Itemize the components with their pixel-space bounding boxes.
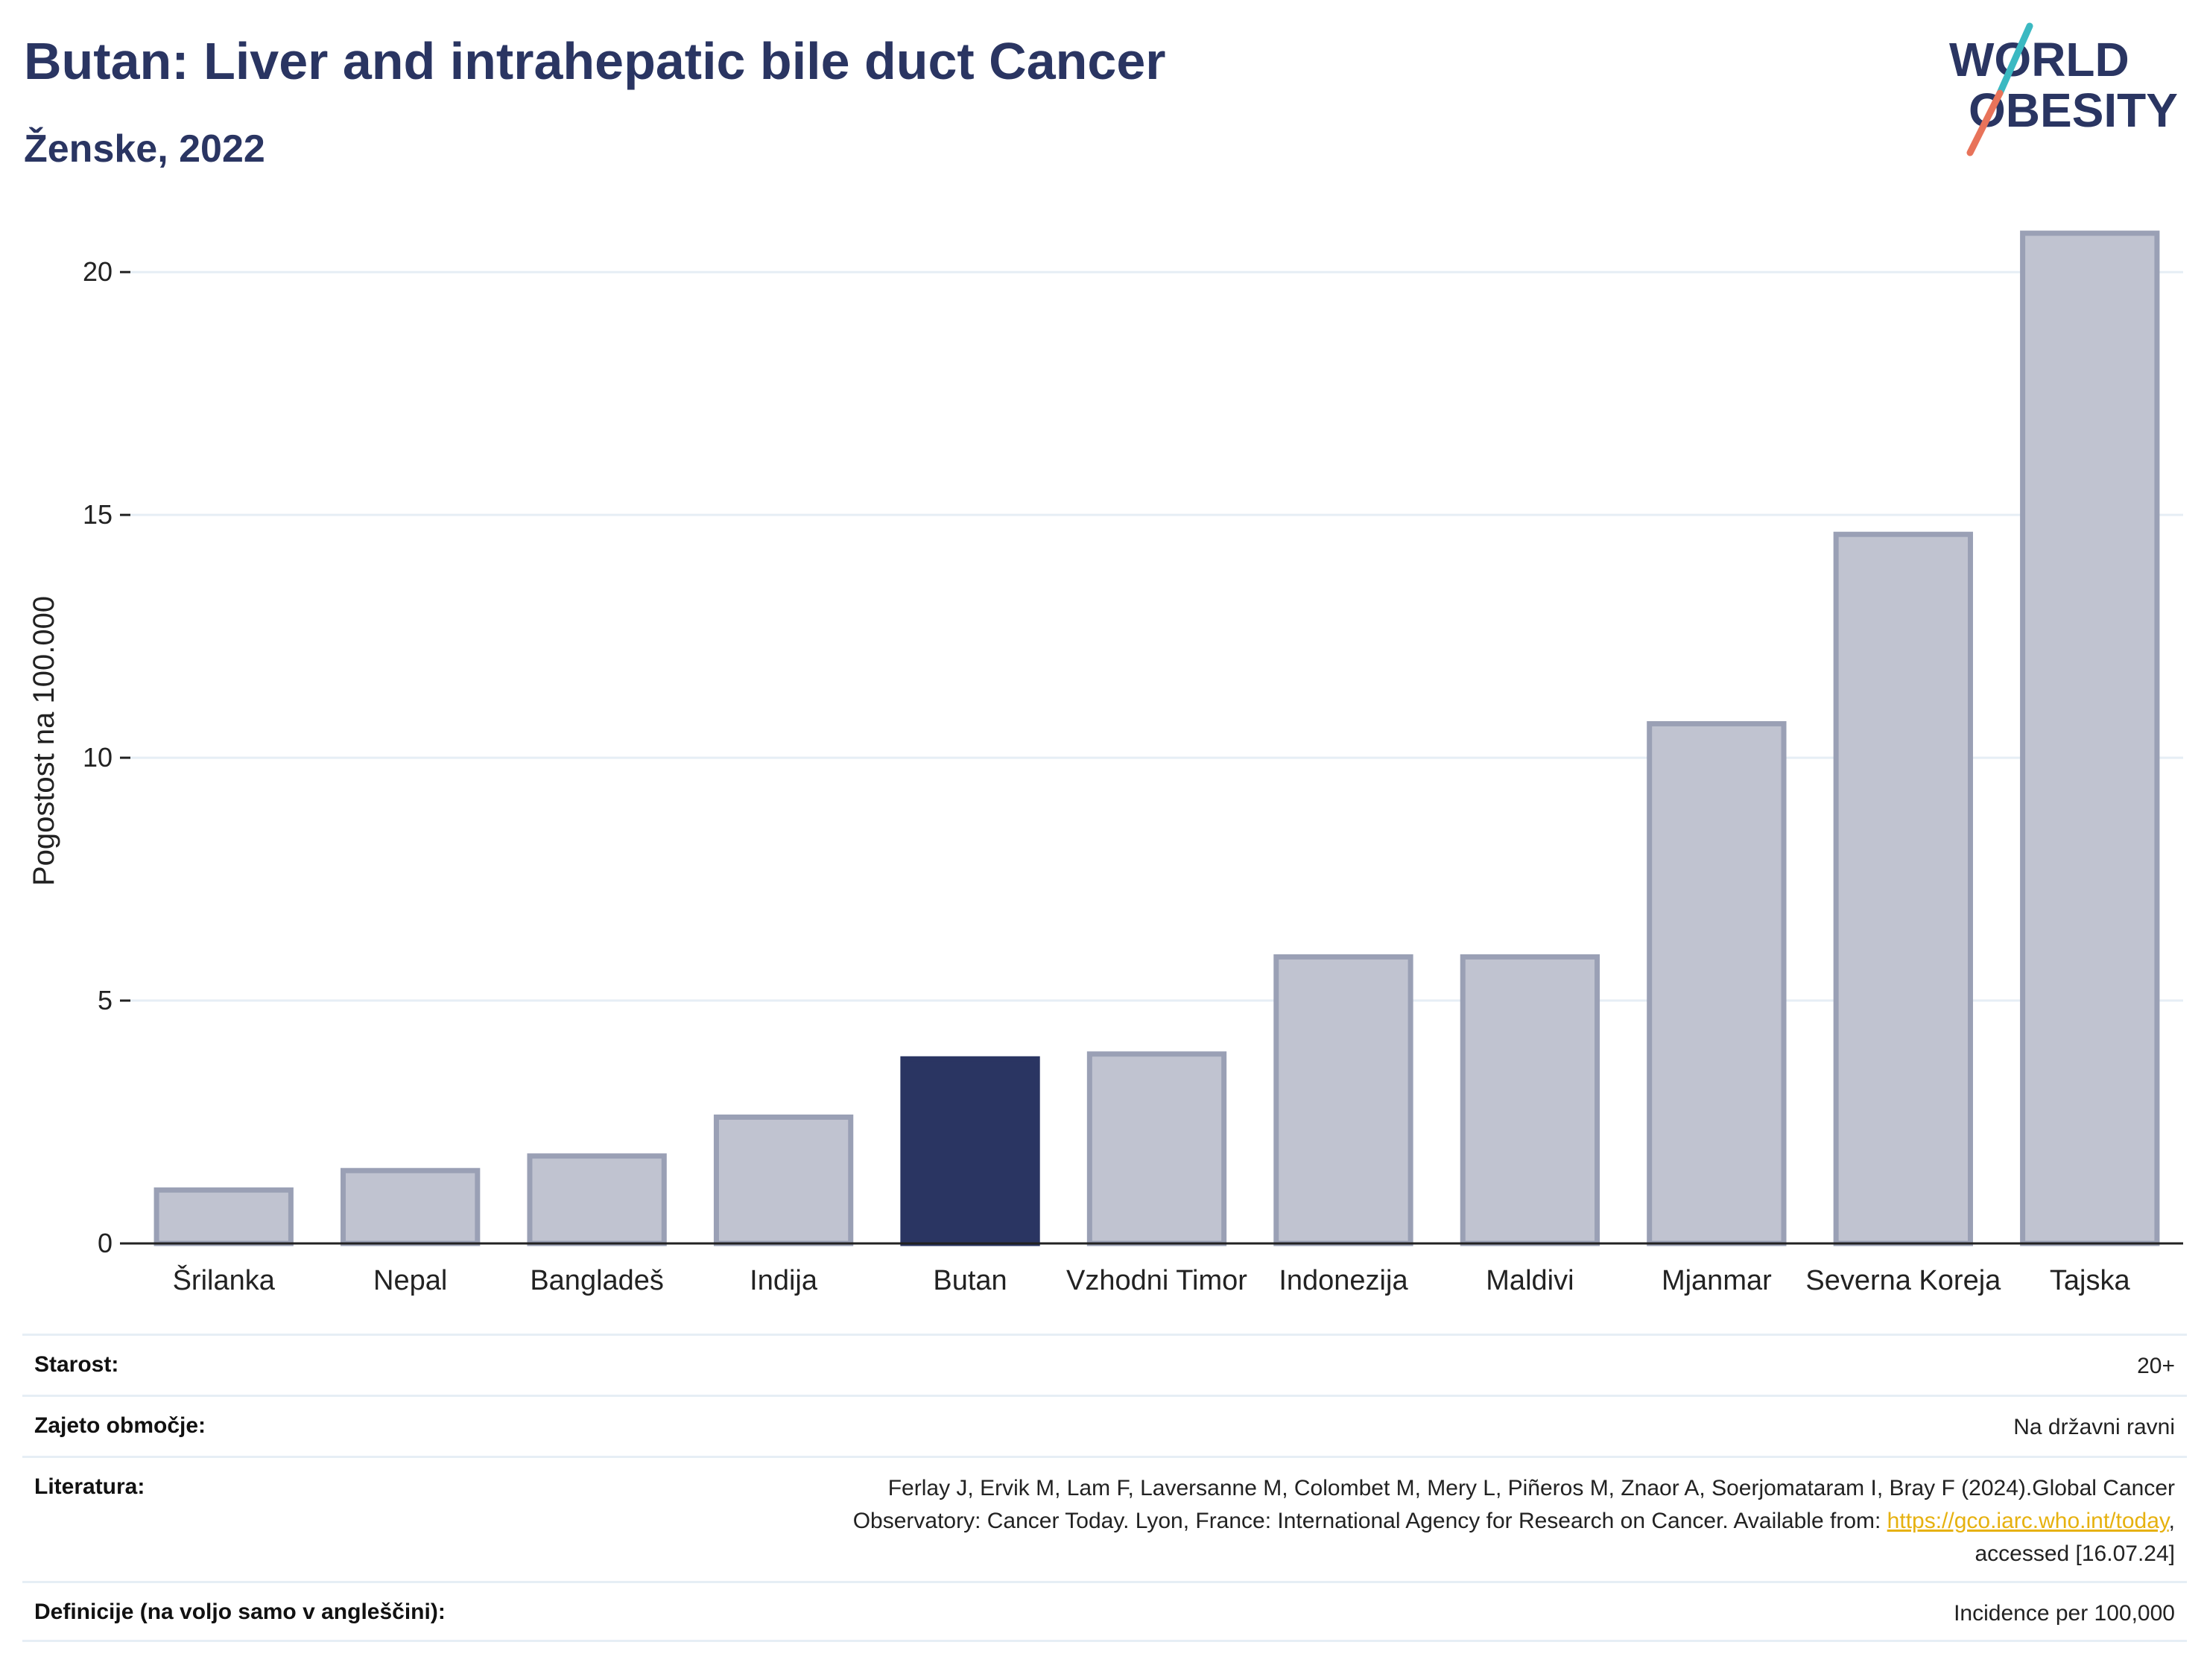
bar-7 <box>1460 954 1600 1246</box>
logo-word-world: WORLD <box>1949 33 2129 86</box>
literature-line-2-text: Observatory: Cancer Today. Lyon, France:… <box>852 1509 1887 1533</box>
bar-3 <box>713 1115 854 1246</box>
bar-1 <box>341 1167 481 1246</box>
literature-line-3: accessed [16.07.24] <box>1975 1541 2175 1566</box>
x-tick-label: Butan <box>933 1265 1007 1296</box>
x-tick-label: Mjanmar <box>1662 1265 1772 1296</box>
meta-row-area: Zajeto območje: Na državni ravni <box>22 1395 2187 1456</box>
x-tick-label: Bangladeš <box>530 1265 664 1296</box>
world-obesity-logo: WORLD OBESITY <box>1949 22 2178 156</box>
y-tick-label: 15 <box>83 499 113 530</box>
meta-row-literature: Literatura: Ferlay J, Ervik M, Lam F, La… <box>22 1456 2187 1581</box>
x-tick-label: Indija <box>750 1265 818 1296</box>
x-tick-label: Tajska <box>2050 1265 2131 1296</box>
bar-9 <box>1833 531 1973 1246</box>
bar-0 <box>153 1187 294 1246</box>
bar-8 <box>1647 720 1787 1246</box>
x-tick-label: Nepal <box>373 1265 447 1296</box>
y-axis-label: Pogostost na 100.000 <box>28 596 60 886</box>
x-tick-label: Maldivi <box>1486 1265 1574 1296</box>
x-tick-label: Vzhodni Timor <box>1066 1265 1247 1296</box>
bar-5 <box>1086 1051 1227 1246</box>
logo-slash-bottom <box>1966 89 2004 156</box>
y-tick-label: 0 <box>98 1228 113 1258</box>
literature-link[interactable]: https://gco.iarc.who.int/today <box>1887 1509 2169 1533</box>
literature-label: Literatura: <box>34 1474 145 1499</box>
x-tick-label: Šrilanka <box>173 1264 276 1296</box>
definitions-label: Definicije (na voljo samo v angleščini): <box>34 1600 446 1624</box>
metadata-table: Starost: 20+ Zajeto območje: Na državni … <box>22 1334 2187 1642</box>
meta-row-definitions: Definicije (na voljo samo v angleščini):… <box>22 1581 2187 1642</box>
age-value: 20+ <box>2137 1354 2175 1378</box>
y-tick-label: 20 <box>83 256 113 287</box>
bar-4 <box>900 1056 1040 1246</box>
chart-subtitle: Ženske, 2022 <box>24 127 265 171</box>
area-value: Na državni ravni <box>2013 1415 2175 1439</box>
bar-6 <box>1273 954 1413 1246</box>
x-tick-label: Indonezija <box>1279 1265 1408 1296</box>
y-tick-label: 10 <box>83 742 113 773</box>
literature-line-1: Ferlay J, Ervik M, Lam F, Laversanne M, … <box>887 1476 2175 1500</box>
logo-slash-top <box>1996 22 2033 97</box>
age-label: Starost: <box>34 1352 119 1377</box>
meta-row-age: Starost: 20+ <box>22 1334 2187 1395</box>
area-label: Zajeto območje: <box>34 1413 206 1438</box>
x-tick-label: Severna Koreja <box>1805 1265 2001 1296</box>
bar-2 <box>527 1153 667 1246</box>
literature-line-2: Observatory: Cancer Today. Lyon, France:… <box>853 1505 2175 1538</box>
y-tick-label: 5 <box>98 985 113 1015</box>
chart-title: Butan: Liver and intrahepatic bile duct … <box>24 32 1166 90</box>
definitions-value: Incidence per 100,000 <box>1954 1601 2175 1626</box>
bar-chart: 0 5 10 15 20 Šrilanka Nepal Bangladeš Indija Buta… <box>28 230 2183 1296</box>
bar-10 <box>2020 230 2160 1246</box>
literature-line-2-tail: , <box>2168 1509 2175 1533</box>
literature-value: Ferlay J, Ervik M, Lam F, Laversanne M, … <box>853 1472 2175 1570</box>
